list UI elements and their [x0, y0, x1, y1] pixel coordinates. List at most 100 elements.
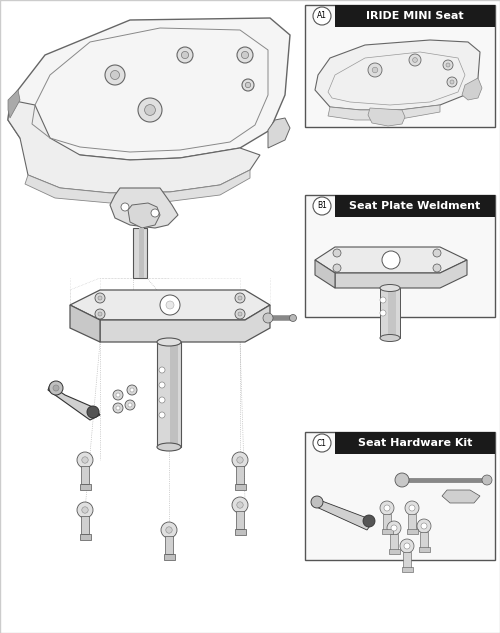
Circle shape — [235, 309, 245, 319]
Circle shape — [447, 77, 457, 87]
Circle shape — [77, 452, 93, 468]
Circle shape — [238, 296, 242, 300]
Circle shape — [409, 54, 421, 66]
Circle shape — [77, 502, 93, 518]
Circle shape — [417, 519, 431, 533]
Circle shape — [128, 403, 132, 407]
Circle shape — [242, 79, 254, 91]
Circle shape — [159, 382, 165, 388]
Polygon shape — [70, 290, 270, 320]
Polygon shape — [70, 305, 100, 342]
Bar — [335, 5, 495, 27]
Bar — [81, 516, 89, 534]
Circle shape — [161, 522, 177, 538]
Circle shape — [113, 403, 123, 413]
Bar — [234, 484, 246, 490]
Circle shape — [113, 390, 123, 400]
Circle shape — [372, 67, 378, 73]
Circle shape — [53, 385, 59, 391]
Circle shape — [333, 264, 341, 272]
Text: Seat Hardware Kit: Seat Hardware Kit — [358, 438, 472, 448]
Bar — [380, 288, 400, 338]
Bar — [157, 342, 181, 447]
Circle shape — [400, 539, 414, 553]
Circle shape — [151, 209, 159, 217]
Circle shape — [82, 507, 88, 513]
Circle shape — [238, 312, 242, 316]
Circle shape — [368, 63, 382, 77]
Polygon shape — [328, 105, 440, 120]
Bar — [80, 484, 90, 490]
Circle shape — [237, 47, 253, 63]
Circle shape — [380, 297, 386, 303]
Bar — [305, 5, 495, 127]
Circle shape — [95, 309, 105, 319]
Circle shape — [404, 543, 410, 549]
Polygon shape — [315, 40, 480, 110]
Bar — [390, 534, 398, 550]
Circle shape — [242, 51, 248, 59]
Bar — [388, 288, 396, 338]
Circle shape — [384, 505, 390, 511]
Circle shape — [116, 393, 120, 397]
Bar — [335, 432, 495, 454]
Polygon shape — [110, 188, 178, 228]
Text: Seat Plate Weldment: Seat Plate Weldment — [350, 201, 480, 211]
Circle shape — [121, 203, 129, 211]
Bar — [81, 466, 89, 484]
Bar — [80, 534, 90, 540]
Bar — [164, 554, 174, 560]
Polygon shape — [8, 18, 290, 160]
Circle shape — [405, 501, 419, 515]
Bar — [383, 514, 391, 530]
Circle shape — [482, 475, 492, 485]
Bar — [335, 195, 495, 217]
Polygon shape — [128, 203, 160, 228]
Bar — [236, 511, 244, 529]
Circle shape — [391, 525, 397, 531]
Circle shape — [433, 264, 441, 272]
Circle shape — [232, 497, 248, 513]
Text: B1: B1 — [317, 201, 327, 211]
Circle shape — [144, 104, 156, 115]
Circle shape — [166, 301, 174, 309]
Circle shape — [237, 502, 243, 508]
Ellipse shape — [380, 284, 400, 292]
Polygon shape — [335, 260, 467, 288]
Polygon shape — [462, 78, 482, 100]
Polygon shape — [312, 498, 372, 530]
Circle shape — [313, 434, 331, 452]
Bar — [305, 195, 495, 317]
Circle shape — [380, 501, 394, 515]
Ellipse shape — [157, 338, 181, 346]
Bar — [139, 228, 144, 278]
Polygon shape — [25, 170, 250, 203]
Bar — [170, 342, 178, 447]
Circle shape — [130, 388, 134, 392]
Circle shape — [98, 296, 102, 300]
Circle shape — [105, 65, 125, 85]
Circle shape — [49, 381, 63, 395]
Polygon shape — [315, 247, 467, 273]
Circle shape — [395, 473, 409, 487]
Bar — [234, 529, 246, 535]
Circle shape — [159, 397, 165, 403]
Circle shape — [138, 98, 162, 122]
Bar — [133, 228, 147, 278]
Polygon shape — [315, 260, 335, 288]
Polygon shape — [368, 108, 405, 126]
Bar — [388, 549, 400, 554]
Polygon shape — [268, 118, 290, 148]
Circle shape — [235, 293, 245, 303]
Circle shape — [116, 406, 120, 410]
Circle shape — [237, 457, 243, 463]
Polygon shape — [100, 305, 270, 342]
Circle shape — [159, 412, 165, 418]
Circle shape — [290, 315, 296, 322]
Polygon shape — [8, 100, 260, 193]
Circle shape — [433, 249, 441, 257]
Circle shape — [313, 197, 331, 215]
Circle shape — [409, 505, 415, 511]
Circle shape — [333, 249, 341, 257]
Text: IRIDE MINI Seat: IRIDE MINI Seat — [366, 11, 464, 21]
